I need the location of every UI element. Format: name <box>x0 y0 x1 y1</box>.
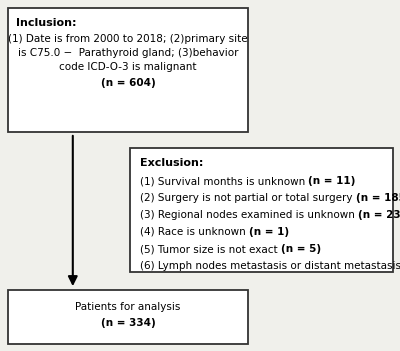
Text: (5) Tumor size is not exact: (5) Tumor size is not exact <box>140 244 281 254</box>
Text: (n = 1): (n = 1) <box>249 227 289 237</box>
Text: code ICD-O-3 is malignant: code ICD-O-3 is malignant <box>59 62 197 72</box>
Text: (n = 185): (n = 185) <box>356 193 400 203</box>
Text: (1) Survival months is unknown: (1) Survival months is unknown <box>140 176 308 186</box>
Text: (n = 334): (n = 334) <box>101 318 155 328</box>
Text: (2) Surgery is not partial or total surgery: (2) Surgery is not partial or total surg… <box>140 193 356 203</box>
Text: (n = 5): (n = 5) <box>281 244 321 254</box>
Text: (4) Race is unknown: (4) Race is unknown <box>140 227 249 237</box>
Text: (n = 604): (n = 604) <box>101 78 155 88</box>
Text: (3) Regional nodes examined is unknown: (3) Regional nodes examined is unknown <box>140 210 358 220</box>
Bar <box>8 290 248 344</box>
Text: Patients for analysis: Patients for analysis <box>75 302 181 312</box>
Text: (n = 11): (n = 11) <box>308 176 356 186</box>
Bar <box>130 148 393 272</box>
Text: Inclusion:: Inclusion: <box>16 18 76 28</box>
Bar <box>8 8 248 132</box>
Text: (1) Date is from 2000 to 2018; (2)primary site: (1) Date is from 2000 to 2018; (2)primar… <box>8 34 248 44</box>
Text: (6) Lymph nodes metastasis or distant metastasis: (6) Lymph nodes metastasis or distant me… <box>140 261 400 271</box>
Text: (n = 23): (n = 23) <box>358 210 400 220</box>
Text: Exclusion:: Exclusion: <box>140 158 203 168</box>
Text: is C75.0 −  Parathyroid gland; (3)behavior: is C75.0 − Parathyroid gland; (3)behavio… <box>18 48 238 58</box>
